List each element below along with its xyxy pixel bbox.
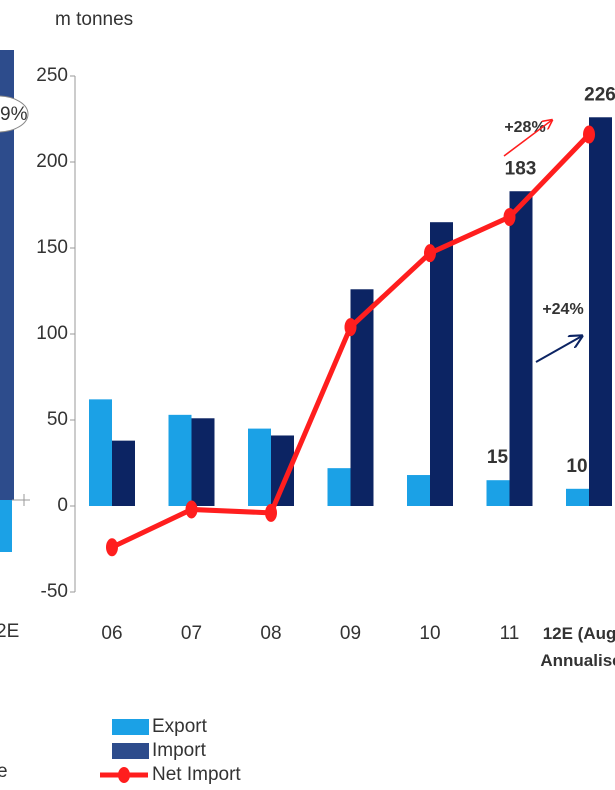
bar	[168, 414, 192, 506]
data-label: 15	[487, 447, 509, 468]
bar	[430, 222, 453, 506]
cropped-bar	[0, 500, 12, 552]
legend-swatch	[112, 719, 149, 735]
y-tick-label: 100	[36, 323, 68, 344]
y-tick-label: 200	[36, 151, 68, 172]
x-tick-label: 11	[499, 623, 520, 644]
data-label: 10	[566, 456, 587, 477]
x-tick-label: 10	[419, 623, 441, 644]
net-point	[503, 208, 516, 227]
x-tick-label: 12E (Aug12 Annualised)	[540, 624, 615, 670]
y-tick-label: 150	[36, 237, 68, 258]
y-tick-label: 0	[57, 495, 68, 516]
cropped-bar	[0, 50, 14, 500]
cropped-label: 9%	[0, 104, 28, 125]
net-point	[185, 500, 198, 519]
cropped-label: 2E	[0, 621, 19, 642]
x-tick-label: 09	[339, 623, 362, 644]
y-tick-label: 50	[47, 409, 68, 430]
chart-title: m tonnes	[55, 9, 133, 30]
bar	[589, 117, 612, 506]
annotation: +28%	[504, 119, 545, 136]
legend-label: Export	[152, 716, 208, 737]
x-tick-label: 06	[101, 623, 123, 644]
net-point	[265, 503, 277, 522]
bar	[509, 191, 533, 507]
annotation-arrow	[503, 120, 552, 157]
bar	[191, 418, 215, 506]
legend-swatch	[118, 767, 130, 783]
data-label: 183	[505, 158, 537, 179]
bar	[486, 480, 510, 506]
y-tick-label: 250	[36, 65, 68, 86]
x-tick-label: 07	[180, 623, 203, 644]
bar	[271, 435, 294, 506]
bar	[407, 475, 430, 506]
bar	[248, 428, 271, 506]
annotation: +24%	[542, 301, 583, 318]
net-point	[106, 538, 118, 557]
bar	[112, 440, 135, 506]
annotation-arrow	[535, 336, 582, 363]
cropped-label: e	[0, 761, 8, 782]
legend-label: Net Import	[152, 764, 241, 785]
data-label: 226	[584, 84, 615, 105]
net-point	[344, 318, 357, 337]
bar	[350, 289, 374, 506]
y-tick-label: -50	[41, 581, 68, 602]
legend-label: Import	[152, 740, 207, 761]
bar	[89, 399, 112, 506]
legend-swatch	[112, 743, 149, 759]
bar	[327, 468, 351, 506]
net-point	[583, 125, 595, 144]
net-point	[424, 244, 436, 263]
bar	[566, 488, 589, 506]
cropped-bubble	[0, 95, 29, 133]
x-tick-label: 08	[260, 623, 282, 644]
